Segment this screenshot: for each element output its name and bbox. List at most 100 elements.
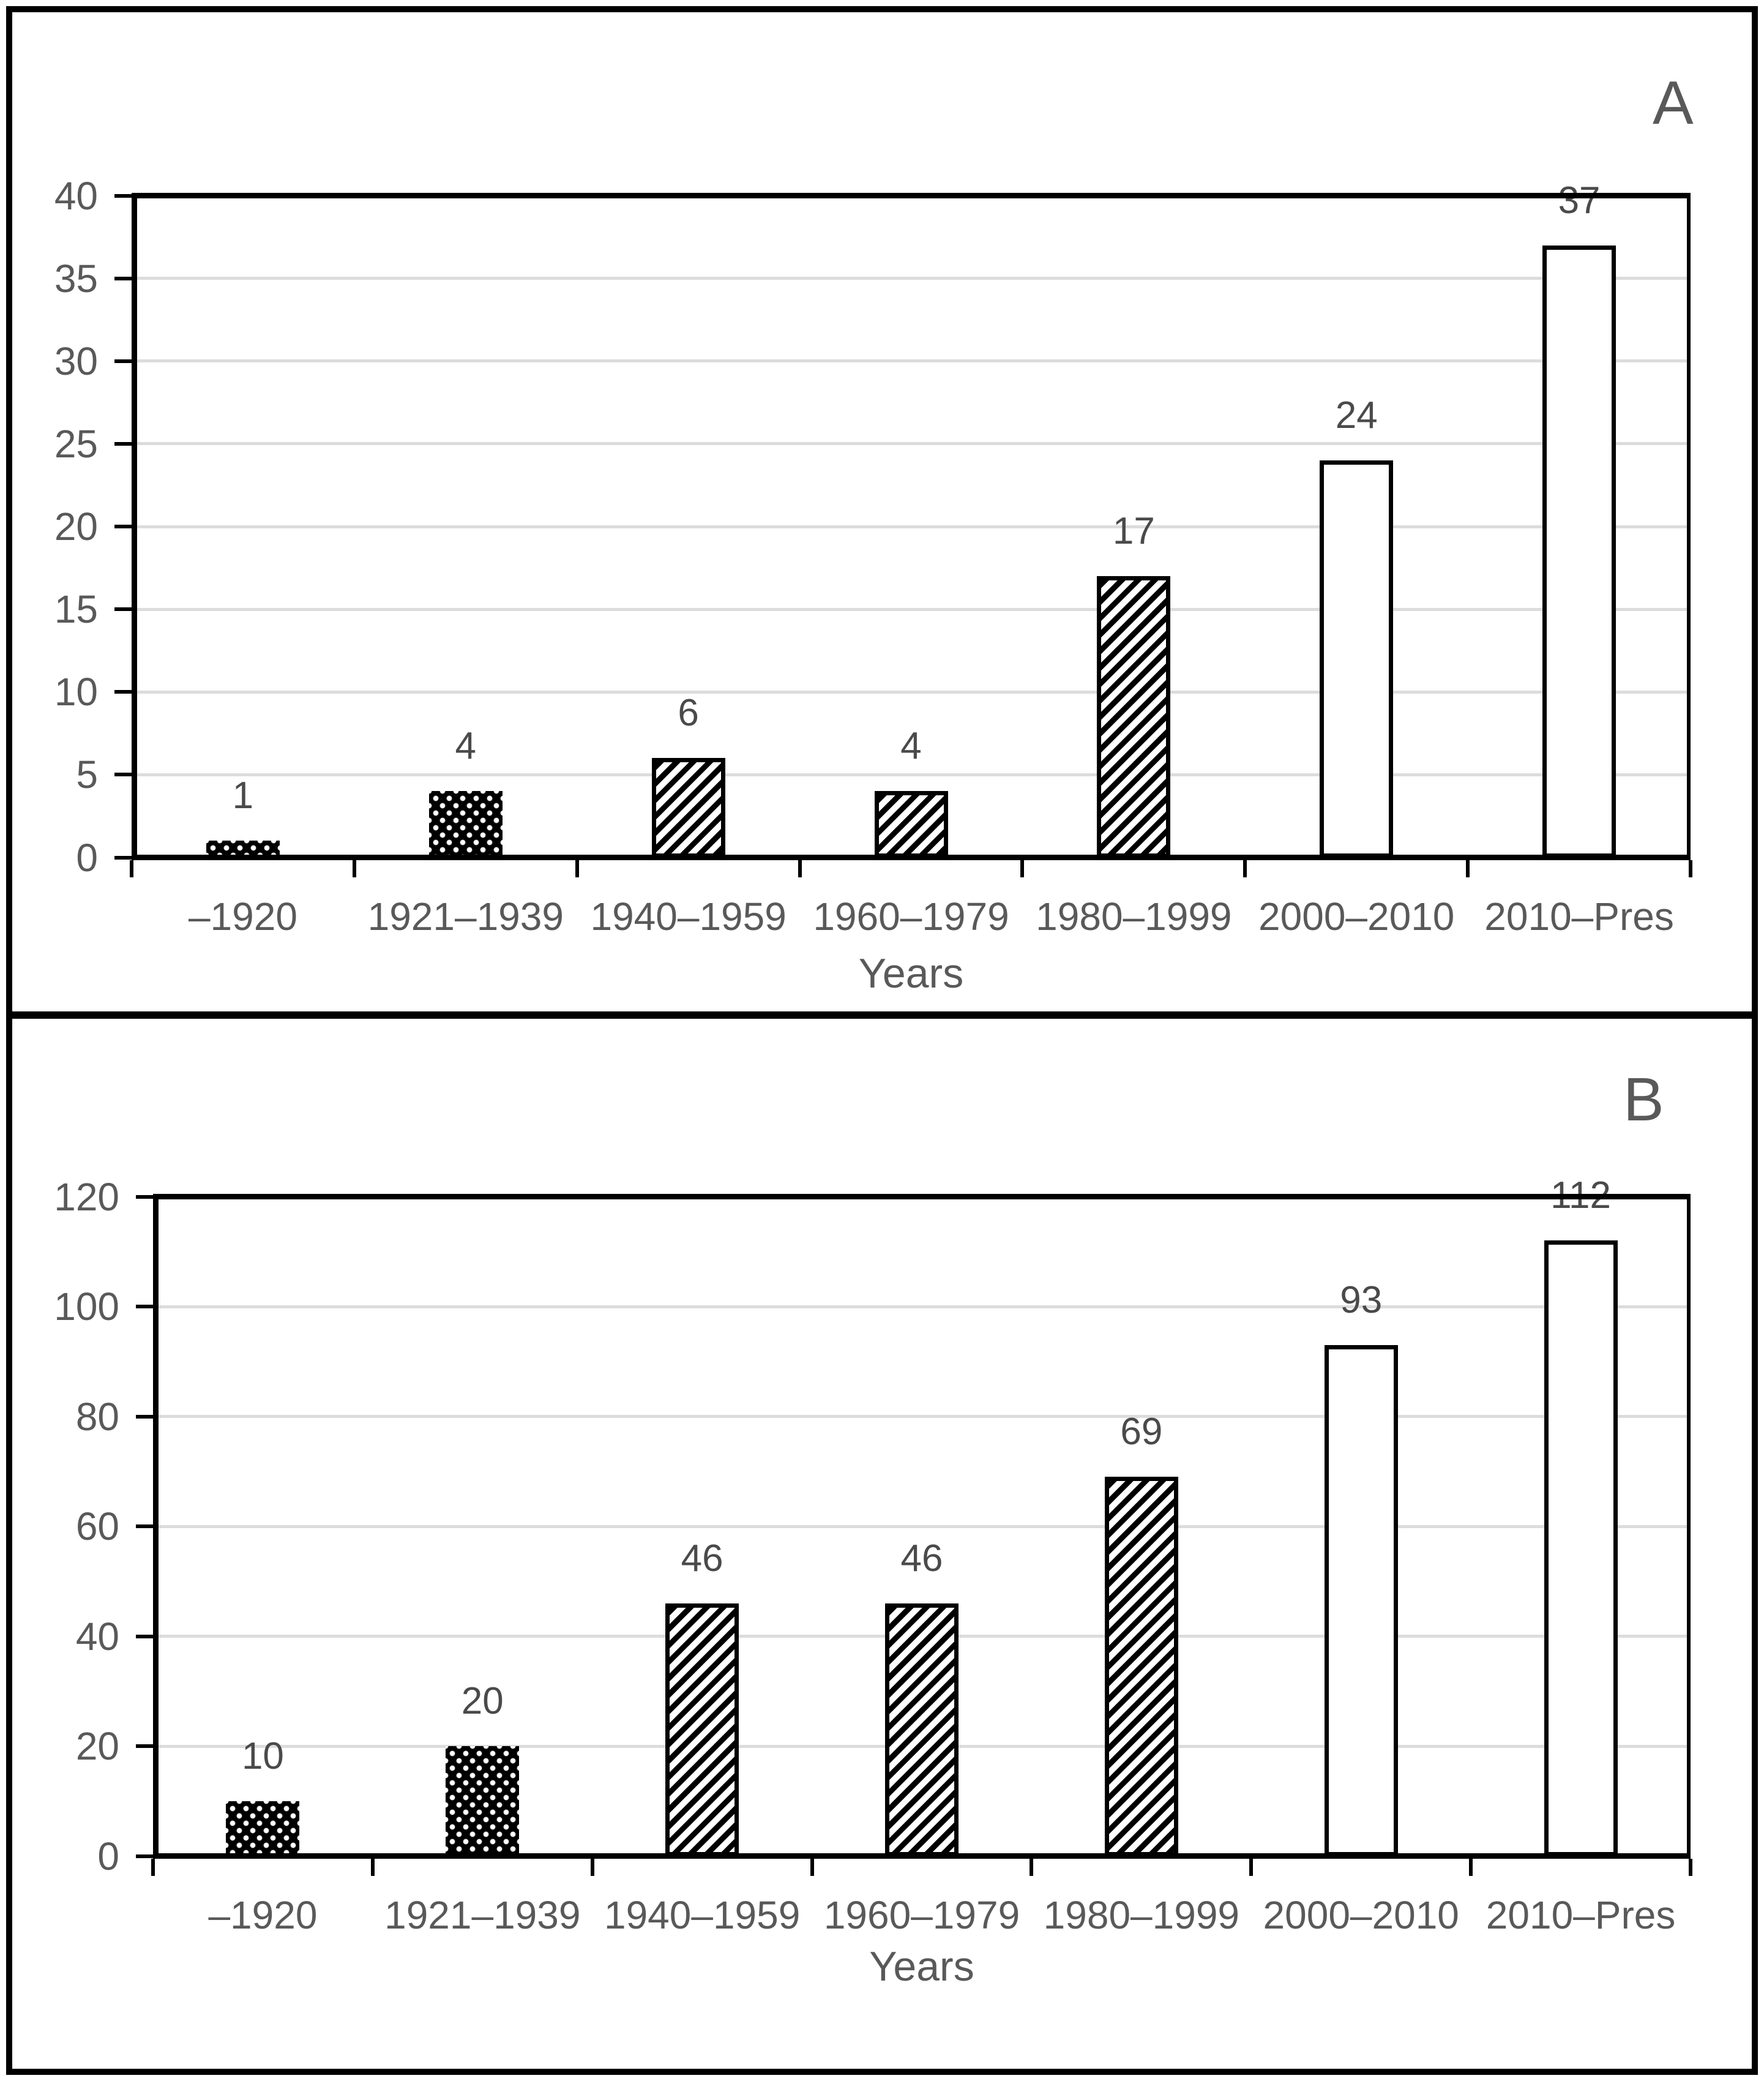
- plot-border-top: [132, 193, 1691, 198]
- gridline: [132, 359, 1691, 363]
- bar: [1097, 576, 1171, 858]
- x-tick-mark: [1249, 1859, 1254, 1876]
- y-tick-label: 40: [54, 173, 98, 218]
- y-tick-mark: [136, 1305, 153, 1308]
- x-tick-mark: [1243, 860, 1247, 877]
- y-axis-line: [132, 193, 137, 860]
- x-tick-mark: [352, 860, 356, 877]
- bar: [1544, 1240, 1618, 1856]
- x-tick-mark: [130, 860, 133, 877]
- bar: [1320, 460, 1394, 858]
- plot-border-top: [153, 1194, 1691, 1199]
- bar: [885, 1603, 959, 1856]
- y-tick-label: 15: [54, 587, 98, 632]
- x-tick-mark: [575, 860, 579, 877]
- plot-border-right: [1687, 1194, 1691, 1859]
- x-category-label: 1980–1999: [1036, 894, 1232, 939]
- x-category-label: 1940–1959: [604, 1893, 801, 1937]
- x-tick-mark: [810, 1859, 814, 1876]
- y-tick-label: 30: [54, 339, 98, 383]
- y-tick-label: 0: [76, 835, 98, 880]
- x-category-label: 2000–2010: [1263, 1893, 1459, 1937]
- x-tick-mark: [151, 1859, 155, 1876]
- panel-a-plot-area: 0 5 10 15 20 25 30 35 40 1 –1920 4 1921–1939 6 1940–19…: [54, 176, 1692, 936]
- y-tick-label: 80: [75, 1394, 119, 1439]
- x-category-label: 1921–1939: [384, 1893, 581, 1937]
- y-tick-mark: [136, 1854, 153, 1858]
- gridline: [132, 773, 1691, 776]
- y-tick-label: 25: [54, 421, 98, 466]
- x-category-label: 2010–Pres: [1484, 894, 1674, 939]
- y-tick-mark: [136, 1634, 153, 1638]
- bar-value-label: 46: [681, 1537, 723, 1580]
- x-tick-mark: [1466, 860, 1470, 877]
- gridline: [153, 1415, 1691, 1418]
- bar-value-label: 4: [900, 725, 922, 768]
- y-axis-line: [153, 1194, 159, 1859]
- x-tick-mark: [1689, 860, 1692, 877]
- bar: [651, 758, 725, 858]
- x-category-label: –1920: [208, 1893, 318, 1937]
- bar-value-label: 17: [1112, 510, 1155, 553]
- gridline: [132, 690, 1691, 694]
- y-tick-label: 20: [54, 504, 98, 549]
- y-tick-mark: [114, 773, 132, 777]
- bar: [206, 841, 280, 858]
- figure-border: [6, 6, 1758, 2075]
- bar: [1542, 245, 1616, 858]
- panel-b-plot-area: 0 20 40 60 80 100 120 10 –1920 20 1921–1939 46 1940–…: [54, 1177, 1692, 1935]
- bar: [665, 1603, 739, 1856]
- y-tick-label: 0: [97, 1834, 119, 1878]
- bar: [874, 791, 948, 858]
- gridline: [132, 277, 1691, 280]
- x-tick-mark: [590, 1859, 594, 1876]
- x-tick-mark: [1030, 1859, 1034, 1876]
- y-tick-label: 120: [54, 1174, 119, 1219]
- x-category-label: 1960–1979: [823, 1893, 1020, 1937]
- bar-value-label: 69: [1120, 1411, 1163, 1453]
- y-tick-label: 60: [75, 1504, 119, 1548]
- bar-value-label: 93: [1340, 1278, 1383, 1321]
- bar-value-label: 37: [1558, 179, 1601, 222]
- x-category-label: –1920: [188, 894, 297, 939]
- x-tick-mark: [1469, 1859, 1473, 1876]
- bar-value-label: 10: [241, 1734, 284, 1777]
- y-tick-mark: [114, 525, 132, 528]
- x-category-label: 1960–1979: [813, 894, 1009, 939]
- bar: [1324, 1344, 1398, 1856]
- bar-value-label: 6: [678, 692, 699, 735]
- panel-a-x-axis-title: Years: [858, 950, 964, 997]
- bar-value-label: 4: [455, 725, 477, 768]
- y-tick-mark: [136, 1194, 153, 1199]
- x-axis-line: [132, 855, 1691, 860]
- x-tick-mark: [1020, 860, 1025, 877]
- x-category-label: 2000–2010: [1258, 894, 1455, 939]
- x-tick-mark: [370, 1859, 375, 1876]
- y-tick-label: 10: [54, 670, 98, 714]
- panel-b-x-axis-title: Years: [869, 1943, 974, 1990]
- y-tick-label: 100: [54, 1284, 119, 1329]
- bar-value-label: 24: [1335, 394, 1378, 437]
- x-category-label: 1921–1939: [367, 894, 564, 939]
- panel-a-label: A: [1653, 69, 1694, 137]
- gridline: [132, 525, 1691, 528]
- x-category-label: 1940–1959: [590, 894, 787, 939]
- y-tick-label: 20: [75, 1724, 119, 1768]
- bar: [446, 1746, 520, 1856]
- y-tick-label: 5: [76, 752, 98, 797]
- y-tick-label: 40: [75, 1614, 119, 1659]
- gridline: [153, 1305, 1691, 1308]
- gridline: [132, 442, 1691, 446]
- bar: [226, 1801, 300, 1856]
- y-tick-mark: [136, 1744, 153, 1748]
- bar-value-label: 46: [900, 1537, 943, 1580]
- x-axis-line: [153, 1853, 1691, 1859]
- plot-border-right: [1687, 193, 1691, 860]
- y-tick-mark: [136, 1524, 153, 1528]
- bar-value-label: 1: [232, 774, 254, 817]
- y-tick-mark: [114, 193, 132, 198]
- panel-b-label: B: [1623, 1065, 1664, 1134]
- gridline: [153, 1524, 1691, 1528]
- bar: [1104, 1477, 1178, 1856]
